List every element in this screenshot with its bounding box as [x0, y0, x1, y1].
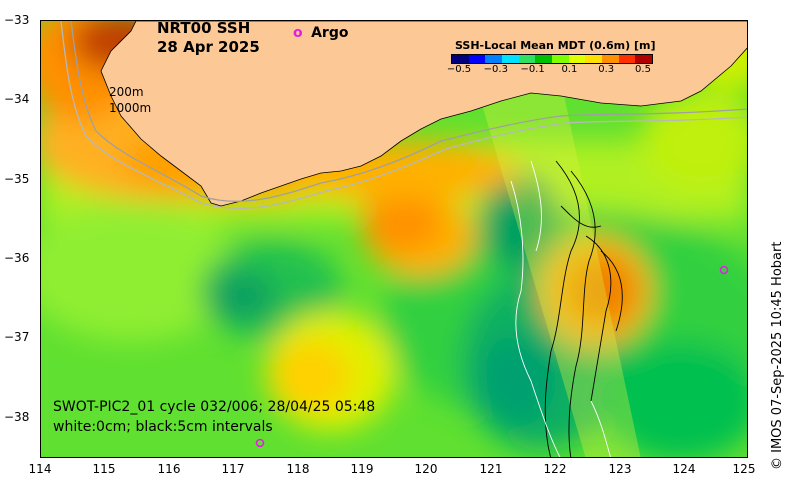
colorbar-title: SSH-Local Mean MDT (0.6m) [m] — [455, 39, 656, 52]
argo-legend: o Argo — [293, 25, 348, 41]
colorbar-tick-label: −0.1 — [520, 64, 545, 75]
lon-label: 123 — [608, 462, 632, 476]
lon-label: 122 — [543, 462, 567, 476]
colorbar — [451, 54, 653, 64]
lon-label: 125 — [732, 462, 756, 476]
ssh-map — [41, 21, 747, 457]
colorbar-swatch — [602, 55, 619, 63]
argo-legend-label: Argo — [311, 25, 349, 41]
colorbar-swatch — [502, 55, 519, 63]
swot-caption-line2: white:0cm; black:5cm intervals — [53, 419, 273, 435]
argo-float — [719, 265, 729, 275]
lat-label: −36 — [4, 251, 30, 265]
lon-label: 117 — [221, 462, 245, 476]
argo-float — [255, 438, 265, 448]
colorbar-swatch — [635, 55, 653, 63]
map-title-product: NRT00 SSH — [157, 20, 251, 37]
colorbar-tick-label: 0.3 — [598, 64, 615, 75]
colorbar-swatch — [618, 55, 636, 63]
colorbar-swatch — [568, 55, 586, 63]
colorbar-swatch — [485, 55, 503, 63]
colorbar-swatch — [535, 55, 553, 63]
colorbar-swatch — [518, 55, 536, 63]
colorbar-tick-label: −0.5 — [446, 64, 472, 75]
isobath-200m — [70, 21, 747, 202]
lon-label: 120 — [414, 462, 438, 476]
isobath-1000m — [60, 21, 747, 209]
imos-credit: © IMOS 07-Sep-2025 10:45 Hobart — [770, 241, 785, 470]
colorbar-tick-label: 0.5 — [635, 64, 651, 75]
isobath-label-1000m: 1000m — [109, 101, 152, 115]
colorbar-tick-label: 0.1 — [561, 64, 578, 75]
map-title-date: 28 Apr 2025 — [157, 38, 260, 56]
lon-label: 121 — [479, 462, 503, 476]
lon-label: 124 — [672, 462, 696, 476]
isobath-label-200m: 200m — [109, 85, 144, 99]
colorbar-ticks: −0.5 −0.3 −0.1 0.1 0.3 0.5 — [447, 64, 651, 78]
colorbar-swatch — [468, 55, 486, 63]
swot-contours-black — [544, 160, 623, 457]
lat-label: −35 — [4, 172, 30, 186]
lon-label: 115 — [92, 462, 116, 476]
lon-label: 118 — [286, 462, 310, 476]
lon-label: 114 — [28, 462, 52, 476]
ssh-anomaly-field — [41, 21, 747, 457]
lat-label: −34 — [4, 92, 30, 106]
colorbar-swatch — [452, 55, 469, 63]
swot-caption-line1: SWOT-PIC2_01 cycle 032/006; 28/04/25 05:… — [53, 399, 376, 415]
argo-legend-symbol: o — [293, 25, 303, 41]
swot-swath — [481, 81, 641, 457]
lat-label: −33 — [4, 13, 30, 27]
colorbar-tick-label: −0.3 — [483, 64, 508, 75]
swot-contours-white — [510, 160, 611, 457]
land-australia — [100, 21, 747, 207]
lat-label: −38 — [4, 410, 30, 424]
colorbar-swatch — [585, 55, 603, 63]
lon-label: 116 — [157, 462, 181, 476]
lat-label: −37 — [4, 330, 30, 344]
colorbar-swatch — [552, 55, 569, 63]
lon-label: 119 — [350, 462, 374, 476]
map-panel: NRT00 SSH 28 Apr 2025 o Argo 200m 1000m … — [40, 20, 748, 458]
argo-markers — [255, 265, 729, 448]
